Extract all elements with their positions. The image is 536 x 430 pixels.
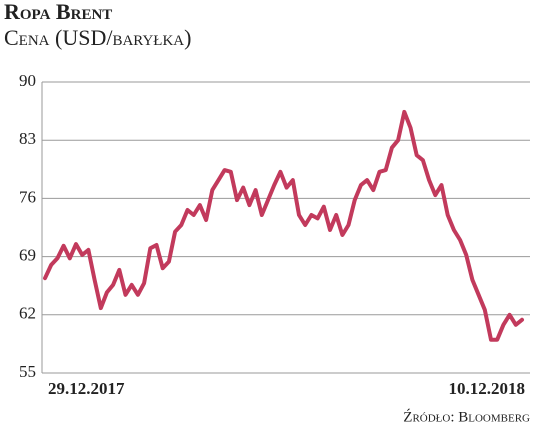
- chart-title: Ropa Brent: [4, 0, 112, 24]
- y-tick-label: 83: [19, 129, 36, 148]
- chart-subtitle: Cena (USD/baryłka): [4, 25, 191, 50]
- price-line: [43, 109, 524, 342]
- y-tick-label: 76: [19, 187, 36, 206]
- x-tick-label: 29.12.2017: [48, 379, 125, 398]
- y-tick-label: 62: [19, 304, 36, 323]
- x-tick-label: 10.12.2018: [449, 379, 526, 398]
- y-tick-label: 55: [19, 362, 36, 381]
- y-tick-label: 69: [19, 246, 36, 265]
- y-tick-label: 90: [19, 71, 36, 90]
- source: Źródło: Bloomberg: [403, 408, 530, 425]
